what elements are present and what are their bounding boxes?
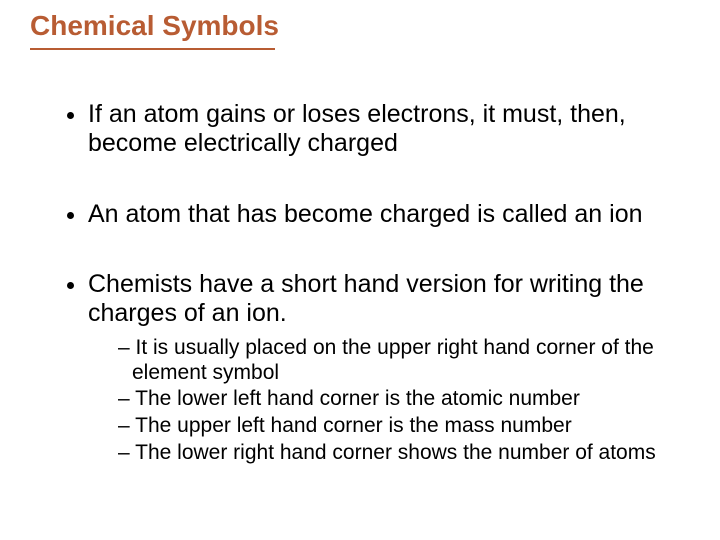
slide-title: Chemical Symbols <box>30 10 690 44</box>
bullet-text: Chemists have a short hand version for w… <box>88 270 644 327</box>
slide: Chemical Symbols If an atom gains or los… <box>0 0 720 540</box>
sub-item: The upper left hand corner is the mass n… <box>118 414 670 439</box>
bullet-text: An atom that has become charged is calle… <box>88 200 643 228</box>
bullet-item: Chemists have a short hand version for w… <box>88 270 690 465</box>
bullet-text: If an atom gains or loses electrons, it … <box>88 100 626 157</box>
sub-item: It is usually placed on the upper right … <box>118 336 670 386</box>
title-underline <box>30 48 275 50</box>
bullet-list: If an atom gains or loses electrons, it … <box>30 100 690 466</box>
bullet-item: An atom that has become charged is calle… <box>88 200 690 229</box>
sub-list: It is usually placed on the upper right … <box>88 336 670 466</box>
sub-item: The lower right hand corner shows the nu… <box>118 441 670 466</box>
sub-item: The lower left hand corner is the atomic… <box>118 387 670 412</box>
bullet-item: If an atom gains or loses electrons, it … <box>88 100 690 158</box>
